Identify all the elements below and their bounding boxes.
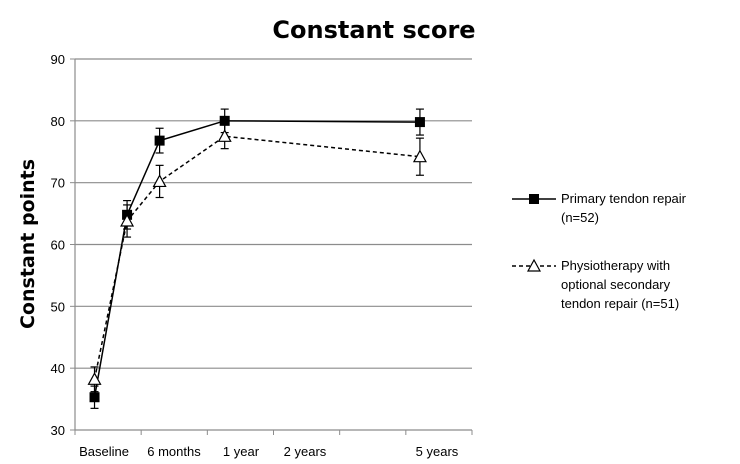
- point-1-2: [152, 174, 167, 188]
- y-tick-label-80: 80: [51, 114, 65, 129]
- legend-label-line: optional secondary: [561, 277, 671, 292]
- point-1-3: [217, 129, 232, 142]
- legend: Primary tendon repair (n=52) Physiotherapy…: [512, 191, 687, 311]
- x-tick-label-1: 6 months: [147, 444, 201, 459]
- y-tick-label-30: 30: [51, 423, 65, 438]
- chart-title: Constant score: [272, 16, 475, 44]
- x-tick-label-2: 1 year: [223, 444, 260, 459]
- series-0: [89, 108, 425, 409]
- x-tick-label-3: 2 years: [284, 444, 327, 459]
- x-tick-label-0: Baseline: [79, 444, 129, 459]
- point-0-4: [414, 117, 425, 128]
- y-tick-label-50: 50: [51, 299, 65, 314]
- legend-marker-0: [529, 194, 539, 204]
- point-1-4: [412, 149, 427, 163]
- x-tick-labels: Baseline 6 months 1 year 2 years 5 years: [79, 444, 459, 459]
- series-1: [87, 123, 427, 393]
- y-tick-label-70: 70: [51, 176, 65, 191]
- legend-label-line: (n=52): [561, 210, 599, 225]
- point-0-0: [89, 392, 100, 403]
- y-tick-labels: 30 40 50 60 70 80 90: [51, 52, 65, 438]
- point-0-3: [219, 115, 230, 126]
- x-tick-label-4: 5 years: [416, 444, 459, 459]
- legend-label-line: Primary tendon repair: [561, 191, 687, 206]
- legend-label-0: Primary tendon repair (n=52): [561, 191, 687, 225]
- y-tick-label-90: 90: [51, 52, 65, 67]
- series-line-0: [93, 120, 420, 398]
- y-axis-label: Constant points: [17, 159, 39, 329]
- series-line-1: [93, 135, 421, 380]
- legend-label-line: tendon repair (n=51): [561, 296, 679, 311]
- legend-marker-1: [526, 258, 542, 272]
- point-0-2: [154, 135, 165, 146]
- legend-label-line: Physiotherapy with: [561, 258, 670, 273]
- y-tick-label-60: 60: [51, 238, 65, 253]
- y-tick-label-40: 40: [51, 361, 65, 376]
- series-layer: [87, 108, 427, 409]
- legend-label-1: Physiotherapy with optional secondary tend…: [561, 258, 679, 311]
- point-1-0: [87, 372, 102, 385]
- point-1-1: [120, 213, 135, 227]
- axes: [70, 58, 473, 435]
- gridlines: [75, 58, 472, 369]
